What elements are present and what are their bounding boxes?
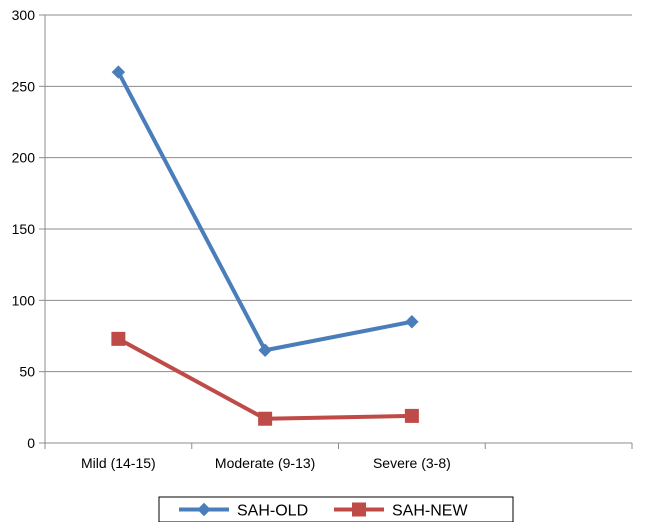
y-axis-ticks: 0 50 100 150 200 250 300	[12, 7, 45, 451]
y-tick-label: 250	[12, 78, 36, 94]
data-point	[258, 343, 272, 357]
data-point	[111, 65, 126, 79]
legend-marker	[352, 502, 366, 517]
x-axis-ticks: Mild (14-15) Moderate (9-13) Severe (3-8)	[44, 443, 633, 471]
series-sah-new	[111, 331, 419, 426]
y-tick-label: 300	[12, 7, 36, 23]
series-sah-old	[111, 65, 419, 357]
data-point	[404, 408, 419, 423]
y-tick-label: 50	[19, 364, 35, 380]
gridlines	[45, 14, 632, 373]
y-tick-label: 150	[12, 221, 36, 237]
legend-item: SAH-OLD	[179, 503, 308, 520]
data-point	[405, 315, 419, 329]
x-tick-label: Moderate (9-13)	[215, 455, 315, 471]
legend: SAH-OLD SAH-NEW	[158, 496, 514, 522]
series-line	[116, 71, 413, 353]
y-tick-label: 100	[12, 292, 36, 308]
legend-item: SAH-NEW	[334, 502, 468, 520]
y-tick-label: 200	[12, 150, 36, 166]
x-tick-label: Mild (14-15)	[81, 455, 156, 471]
series-group	[111, 65, 419, 426]
legend-label: SAH-OLD	[237, 503, 308, 520]
data-point	[111, 331, 126, 346]
y-tick-label: 0	[27, 435, 35, 451]
legend-marker	[197, 502, 211, 517]
x-tick-label: Severe (3-8)	[373, 455, 451, 471]
legend-label: SAH-NEW	[392, 503, 468, 520]
data-point	[258, 411, 273, 426]
